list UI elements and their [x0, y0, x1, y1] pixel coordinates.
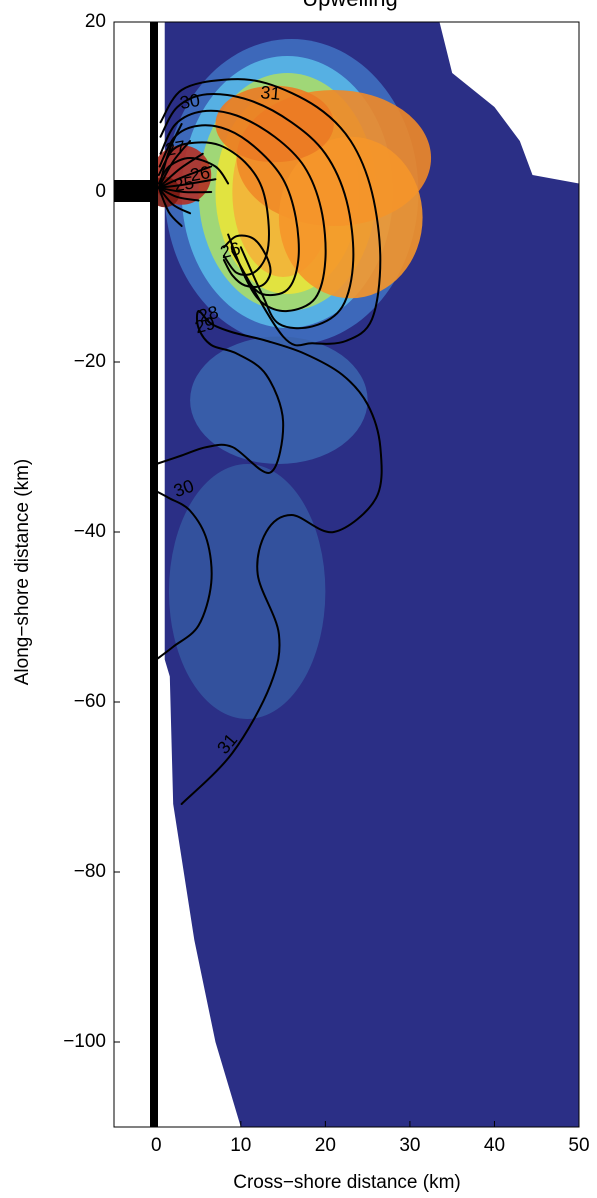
contour-label-8: 29: [193, 313, 218, 338]
contour-fan-8: [157, 186, 183, 227]
contour-fan-2: [157, 152, 204, 189]
contour-26-5: [222, 234, 272, 288]
x-tick-label-5: 50: [568, 1135, 589, 1156]
salinity-color-field: [149, 39, 432, 719]
field-band-6: [168, 464, 326, 719]
contour-29-2: [159, 109, 327, 313]
x-axis: 0 10 20 30 40 50: [151, 1121, 590, 1156]
field-hotspot-2: [215, 85, 334, 163]
contour-30-7: [155, 310, 383, 805]
contour-fan-1: [157, 140, 192, 189]
salinity-contours: [155, 78, 383, 805]
contour-label-3: 27: [164, 137, 187, 160]
y-tick-label-0: −100: [63, 1031, 106, 1052]
plot-title: Upwelling: [302, 0, 397, 11]
estuary-mouth: [114, 180, 156, 202]
x-tick-label-0: 0: [151, 1135, 162, 1156]
y-tick-label-2: −60: [74, 691, 106, 712]
contour-fan-3: [157, 165, 213, 189]
contour-fan-5: [157, 186, 213, 194]
contour-label-2: 31: [260, 82, 282, 104]
y-tick-label-3: −40: [74, 521, 106, 542]
contour-31-8: [155, 490, 213, 661]
contour-31-0: [159, 78, 382, 347]
plot-frame: [113, 21, 580, 1128]
contour-fan-0: [157, 123, 183, 189]
y-tick-label-1: −80: [74, 861, 106, 882]
y-axis: −100 −80 −60 −40 −20 0 20: [63, 11, 120, 1052]
x-tick-label-1: 10: [230, 1135, 251, 1156]
x-tick-label-4: 40: [484, 1135, 505, 1156]
y-axis-label: Along−shore distance (km): [12, 459, 33, 686]
contour-fan-4: [157, 178, 217, 189]
contour-label-4: 26: [188, 162, 211, 185]
x-axis-label: Cross−shore distance (km): [233, 1172, 461, 1193]
contour-30-1: [159, 92, 355, 330]
contour-label-1: 30: [178, 90, 201, 113]
contour-fan-7: [157, 186, 192, 215]
x-tick-label-3: 30: [399, 1135, 420, 1156]
contour-28-3: [158, 124, 300, 297]
y-tick-label-6: 20: [85, 11, 106, 32]
y-tick-label-4: −20: [74, 351, 106, 372]
y-tick-label-5: 0: [95, 181, 106, 202]
contour-label-5: 25: [172, 172, 195, 195]
contour-25-6: [157, 157, 230, 185]
contour-fan-6: [157, 186, 200, 202]
x-tick-label-2: 20: [315, 1135, 336, 1156]
coastline: [150, 22, 158, 1127]
